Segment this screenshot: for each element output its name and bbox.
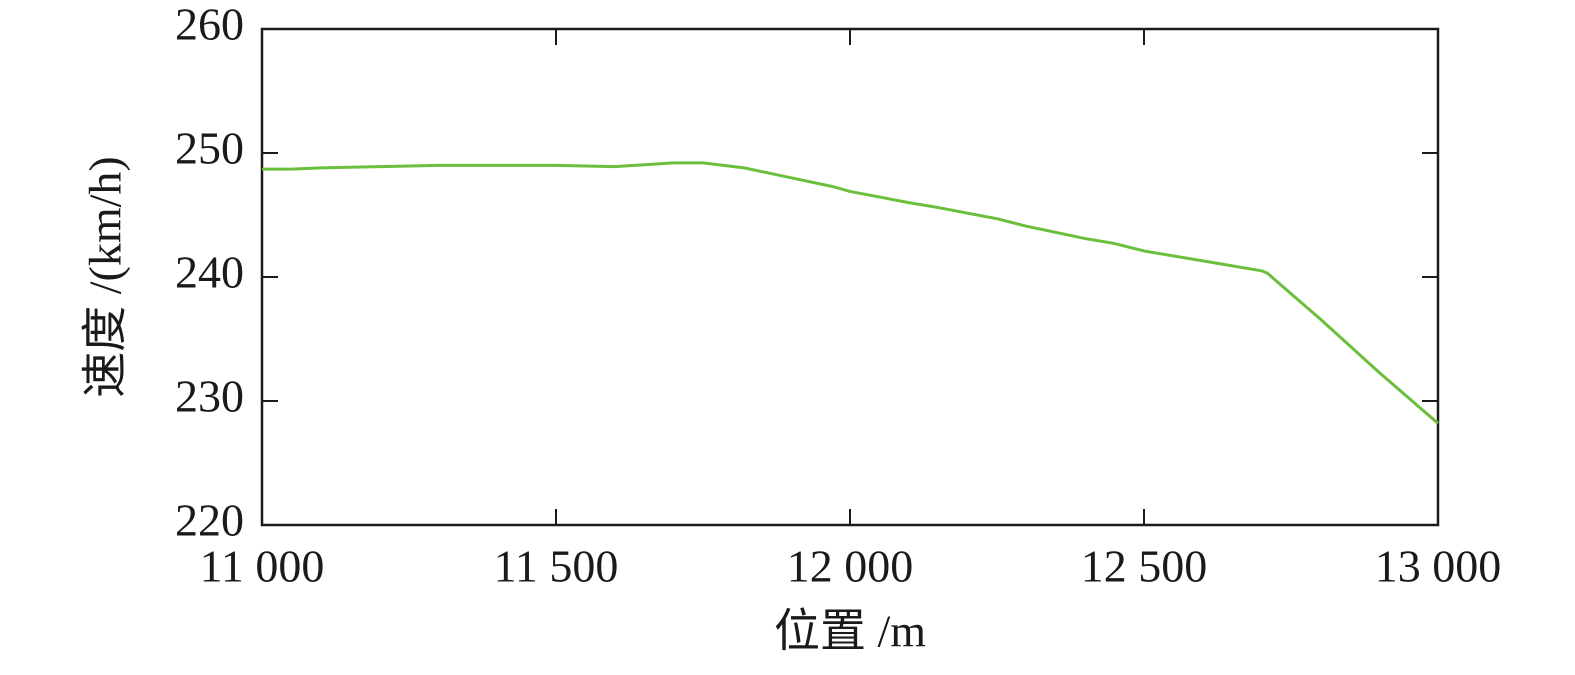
x-tick-label: 12 500 xyxy=(1081,541,1208,592)
x-tick-label: 11 000 xyxy=(200,541,325,592)
y-tick-label: 260 xyxy=(175,0,244,50)
y-tick-label: 240 xyxy=(175,247,244,298)
plot-frame xyxy=(260,27,1440,527)
y-tick-label: 230 xyxy=(175,371,244,422)
y-axis-label: 速度 /(km/h) xyxy=(80,156,131,397)
x-axis-label: 位置 /m xyxy=(774,606,926,657)
x-tick-label: 11 500 xyxy=(494,541,619,592)
x-tick-label: 12 000 xyxy=(787,541,914,592)
y-tick-label: 250 xyxy=(175,123,244,174)
y-tick-label: 220 xyxy=(175,495,244,546)
x-tick-label: 13 000 xyxy=(1375,541,1502,592)
data-line xyxy=(262,161,1439,425)
